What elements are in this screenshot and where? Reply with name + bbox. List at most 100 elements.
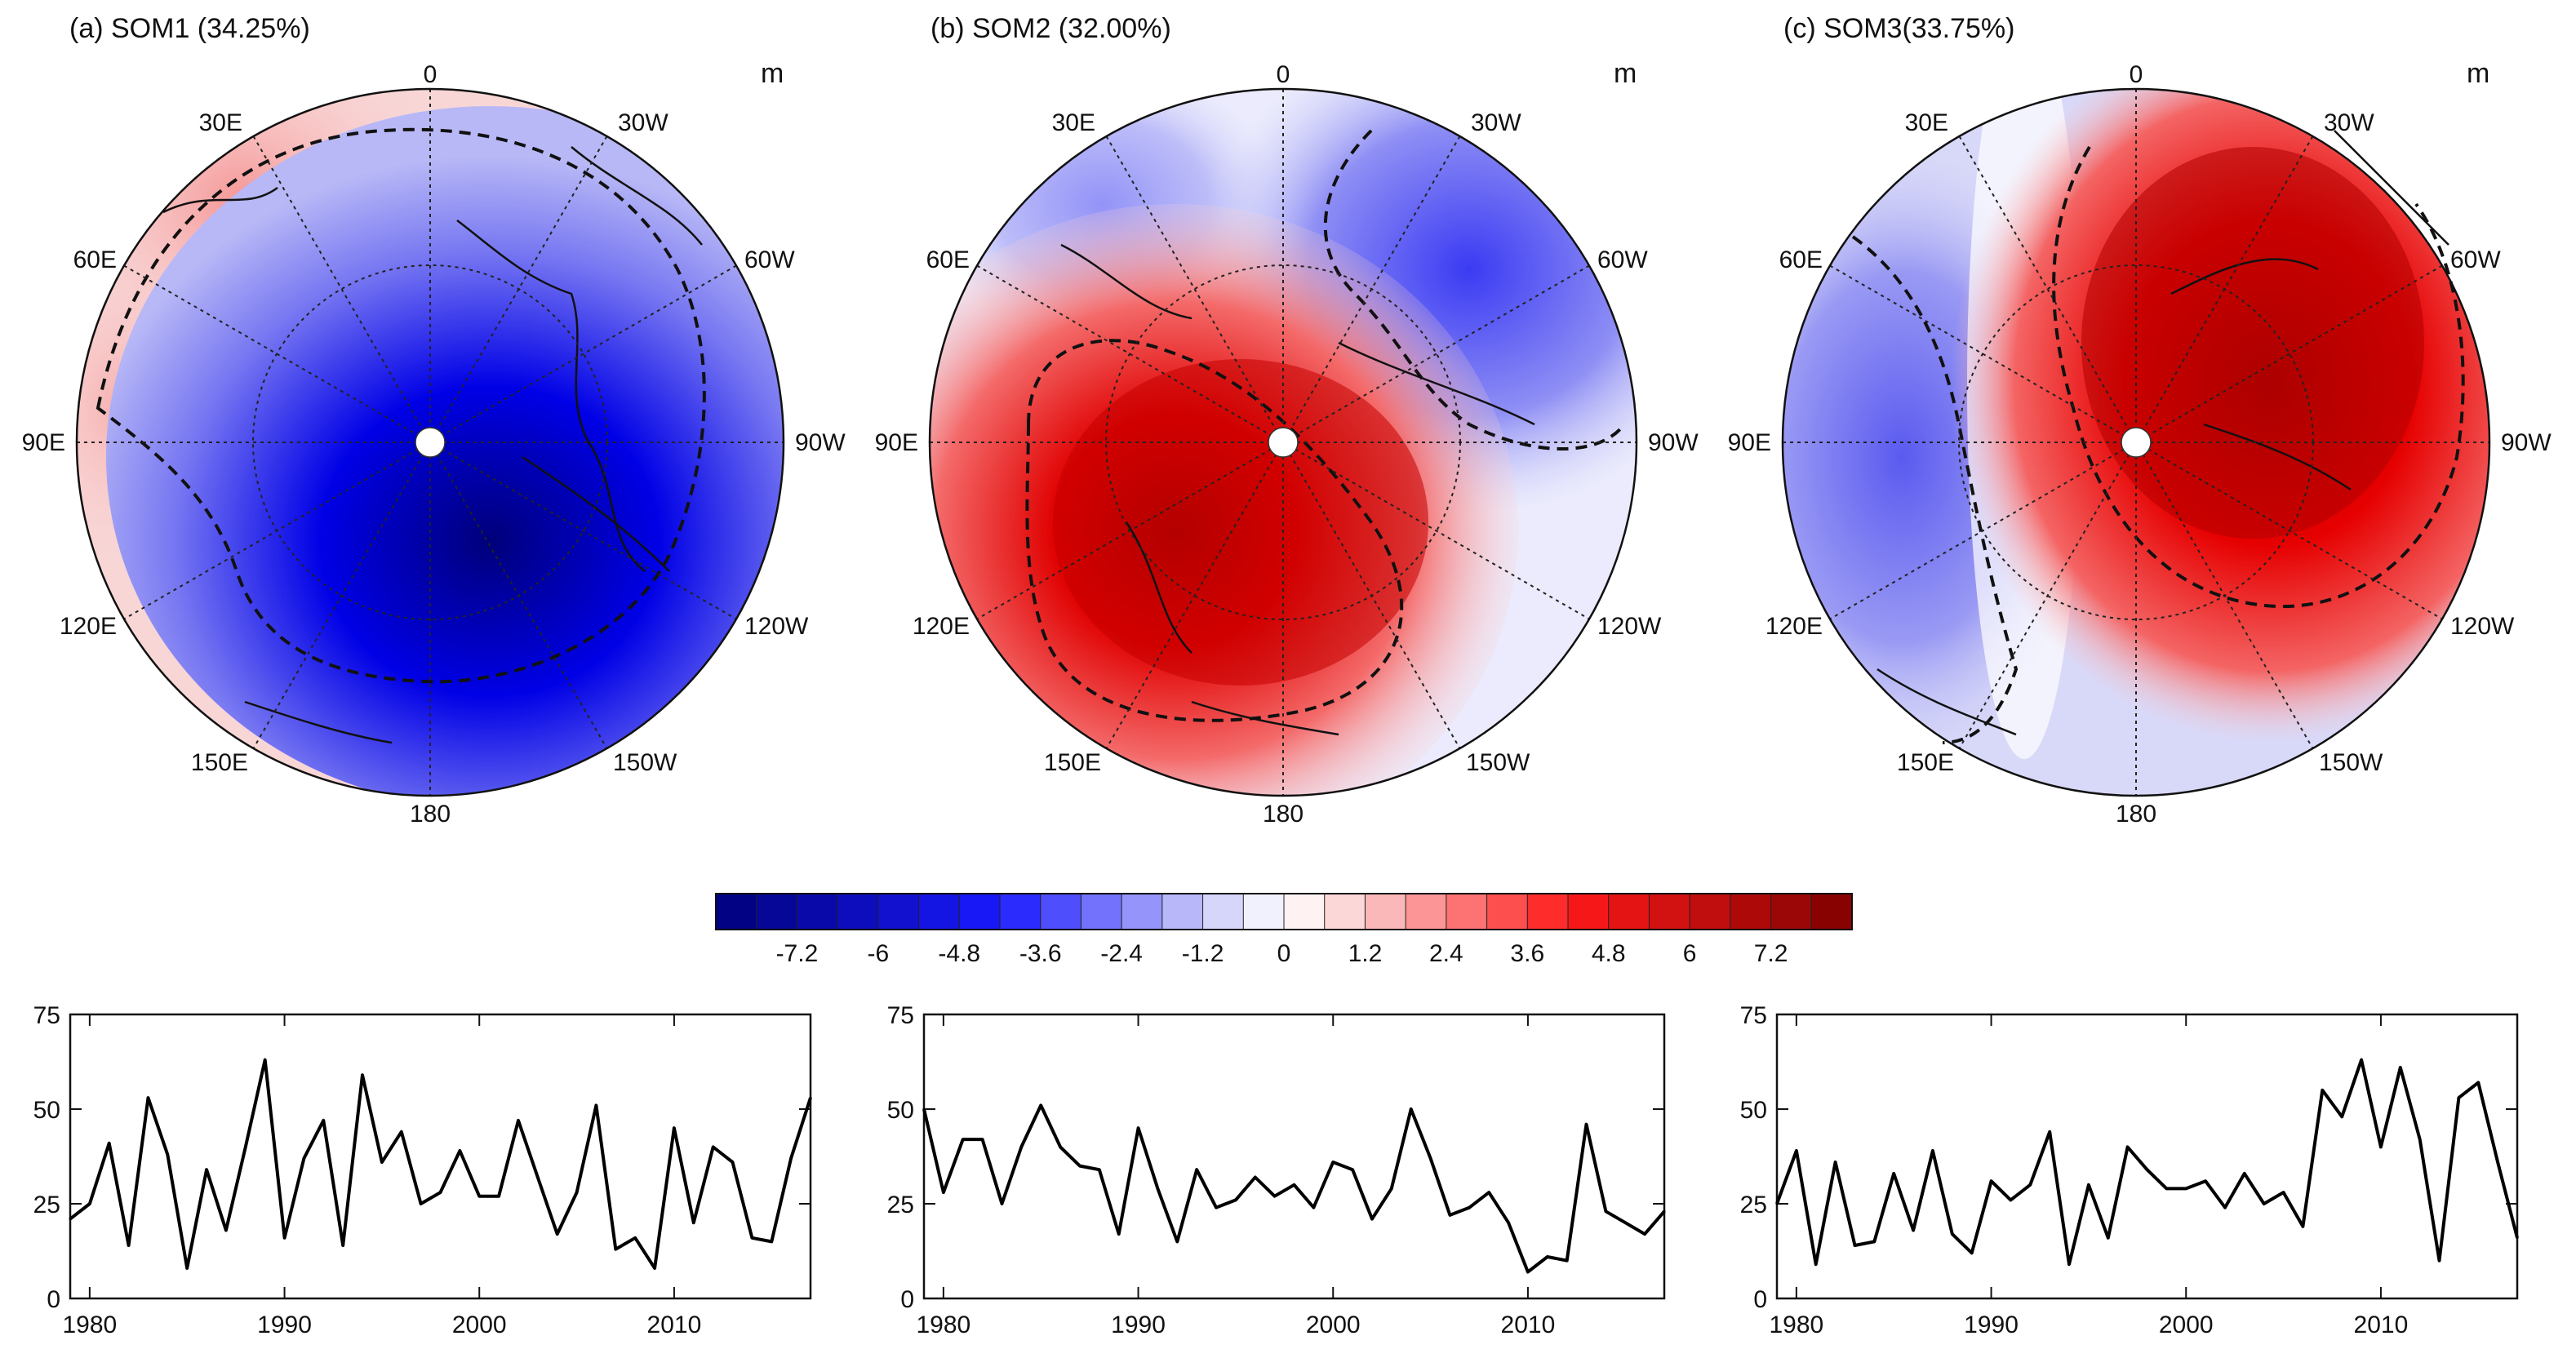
data-point [302,1156,305,1160]
contour-lines-som1 [95,127,706,744]
data-point [69,1218,72,1221]
y-tick-label: 50 [33,1097,60,1124]
data-point [673,1126,676,1130]
data-point [380,1161,384,1164]
lon-label-30w: 30W [1471,109,1521,136]
data-point [2301,1225,2304,1228]
lon-label-60e: 60E [73,246,117,273]
data-point [1643,1232,1646,1236]
lon-label-30w: 30W [2324,109,2374,136]
data-point [1990,1179,1993,1183]
colorbar-tick-labels: -7.2 -6 -4.8 -3.6 -2.4 -1.2 0 1.2 2.4 3.6 4.8 6 7.2 [776,940,1788,967]
y-tick-label: 25 [1740,1192,1767,1218]
data-point [789,1156,793,1160]
data-point [1526,1271,1530,1274]
lon-label-120w: 120W [744,613,809,640]
data-point [1775,1202,1779,1205]
data-point [2418,1138,2422,1141]
y-tick-label: 75 [33,1002,60,1029]
data-point [264,1059,267,1062]
colorbar-cell [1405,893,1447,930]
y-tick-label: 25 [33,1192,60,1218]
data-point [1663,1209,1666,1213]
data-point [1351,1168,1354,1171]
data-point [1390,1187,1393,1190]
data-point [594,1103,597,1107]
data-point [166,1153,169,1156]
x-tick-label: 1990 [257,1312,312,1338]
time-series-som3: 0 25 50 75 1980 1990 2000 2010 [1740,1002,2519,1338]
colorbar-cell [1040,893,1082,930]
lon-label-30w: 30W [618,109,668,136]
polar-map-som3: (c) SOM3(33.75%) m 0 30W 60W [1728,13,2552,828]
lon-label-180: 180 [410,801,451,828]
data-point [1487,1191,1490,1194]
data-point [1312,1206,1315,1209]
colorbar-cell [1770,893,1813,930]
data-point [1098,1168,1101,1171]
data-point [2087,1183,2090,1187]
data-point [1059,1145,1062,1148]
y-tick-label: 0 [47,1286,60,1313]
series-line [922,1103,1666,1274]
data-point [1912,1228,1915,1232]
x-tick-label: 2010 [1501,1312,1556,1338]
data-point [224,1228,228,1232]
plot-frame [69,1013,812,1300]
data-point [2107,1236,2110,1240]
data-point [439,1191,442,1194]
colorbar-cell [756,893,798,930]
data-point [205,1168,208,1171]
data-point [2146,1168,2148,1171]
data-point [1429,1156,1432,1160]
data-point [1892,1172,1895,1175]
longitude-labels-som2: 0 30W 60W 90W 120W 150W 180 150E 120E 90… [875,61,1699,828]
colorbar-cell [1446,893,1488,930]
data-point [1175,1240,1179,1243]
colorbar-tick-label: 7.2 [1754,940,1788,967]
y-tick-label: 75 [887,1002,914,1029]
data-point [1410,1107,1413,1111]
colorbar-frame [715,893,1853,930]
longitude-labels-som1: 0 30W 60W 90W 120W 150W 180 150E 120E 90… [22,61,846,828]
colorbar-tick-label: 1.2 [1348,940,1383,967]
x-tick-label: 1990 [1964,1312,2019,1338]
data-point [2282,1191,2285,1194]
time-series-som1: 0 25 50 75 1980 1990 2000 2010 [33,1002,812,1338]
map-title-som1: (a) SOM1 (34.25%) [69,13,310,44]
data-point [283,1236,286,1240]
plot-frame [1775,1013,2519,1300]
data-point [962,1138,965,1141]
data-point [185,1267,189,1270]
x-tick-label: 2000 [1306,1312,1361,1338]
colorbar-tick-label: 2.4 [1429,940,1463,967]
map-title-som3: (c) SOM3(33.75%) [1783,13,2014,44]
lon-label-60e: 60E [926,246,970,273]
data-point [1195,1168,1198,1171]
data-point [1156,1187,1159,1190]
colorbar-cell [1161,893,1204,930]
pole-marker-som2 [1268,427,1299,458]
data-point [1931,1149,1934,1152]
colorbar-cell [796,893,839,930]
colorbar-cell [1526,893,1570,930]
x-tick-label: 2000 [2159,1312,2214,1338]
data-point [497,1195,500,1198]
data-point [1585,1123,1588,1126]
data-point [146,1096,149,1099]
lon-label-60w: 60W [2450,246,2501,273]
data-point [1468,1206,1471,1209]
colorbar-cell [715,893,757,930]
colorbar-tick-label: 0 [1277,940,1291,967]
data-point [2476,1081,2480,1085]
data-point [108,1142,111,1145]
data-point [1566,1259,1569,1263]
data-point [2204,1179,2207,1183]
colorbar-cell [1810,893,1853,930]
lon-label-0: 0 [424,61,437,88]
lon-label-90e: 90E [1728,429,1771,456]
colorbar-cell [1648,893,1691,930]
colorbar-tick-label: -2.4 [1100,940,1143,967]
data-point [458,1149,461,1152]
lon-label-120w: 120W [2450,613,2515,640]
